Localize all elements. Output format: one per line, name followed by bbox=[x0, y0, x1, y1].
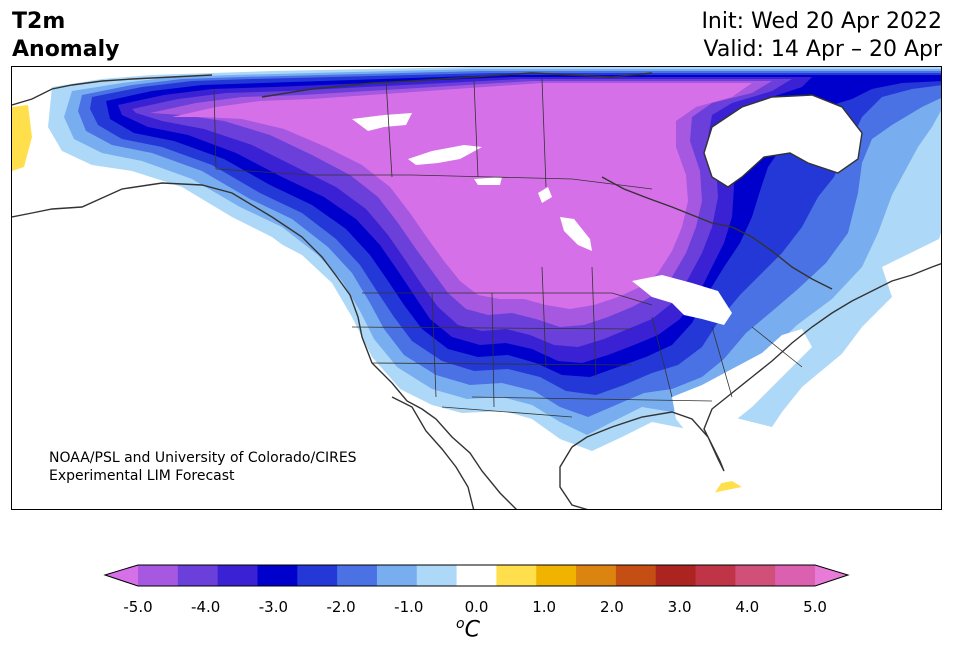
colorbar-extend-high bbox=[815, 565, 848, 586]
pacific-region bbox=[12, 173, 432, 509]
colorbar-tick-label: -3.0 bbox=[258, 598, 289, 616]
colorbar-cells bbox=[105, 565, 848, 586]
forecast-dates: Init: Wed 20 Apr 2022 Valid: 14 Apr – 20… bbox=[701, 8, 942, 64]
colorbar-cell bbox=[297, 565, 338, 586]
gulf-mexico-region bbox=[412, 417, 732, 509]
credit-line2: Experimental LIM Forecast bbox=[49, 468, 235, 484]
hudson-white-patch-2 bbox=[408, 145, 482, 165]
colorbar bbox=[103, 564, 850, 587]
colorbar-unit-label: oC bbox=[456, 616, 480, 642]
political-borders bbox=[213, 78, 803, 418]
map-title-line2: Anomaly bbox=[12, 37, 120, 62]
lake-patch-2 bbox=[538, 187, 552, 203]
colorbar-cell bbox=[337, 565, 378, 586]
valid-range: Valid: 14 Apr – 20 Apr bbox=[703, 37, 943, 62]
colorbar-cell bbox=[177, 565, 219, 586]
lake-patch bbox=[474, 177, 502, 185]
init-date: Init: Wed 20 Apr 2022 bbox=[701, 9, 942, 34]
great-lakes bbox=[632, 275, 732, 325]
colorbar-cell bbox=[655, 565, 697, 586]
hudson-white-patch bbox=[352, 113, 412, 131]
colorbar-tick-label: -4.0 bbox=[191, 598, 221, 616]
colorbar-tick-label: 0.0 bbox=[464, 598, 489, 616]
colorbar-cell bbox=[775, 565, 816, 586]
coastlines bbox=[12, 72, 941, 509]
map-title: T2m Anomaly bbox=[12, 8, 119, 64]
atlantic-region bbox=[732, 237, 941, 509]
anomaly-map-canvas bbox=[12, 67, 941, 509]
colorbar-extend-low bbox=[105, 565, 138, 586]
north-pacific-edge bbox=[12, 67, 52, 97]
colorbar-cell bbox=[217, 565, 258, 586]
colorbar-cell bbox=[615, 565, 657, 586]
colorbar-cell bbox=[138, 565, 179, 586]
colorbar-outline bbox=[103, 564, 850, 587]
colorbar-tick-label: 4.0 bbox=[735, 598, 760, 616]
colorbar-tick-label: -2.0 bbox=[326, 598, 356, 616]
colorbar-cell bbox=[536, 565, 577, 586]
lake-winnipeg bbox=[560, 217, 592, 251]
colorbar-cell bbox=[496, 565, 537, 586]
colorbar-tick-label: 5.0 bbox=[803, 598, 827, 616]
greenland-region bbox=[704, 95, 862, 187]
anomaly-map bbox=[11, 66, 942, 510]
colorbar-cell bbox=[735, 565, 776, 586]
colorbar-tick-label: -1.0 bbox=[394, 598, 424, 616]
map-title-line1: T2m bbox=[12, 9, 66, 34]
colorbar-cell bbox=[456, 565, 497, 586]
colorbar-tick-label: 1.0 bbox=[532, 598, 557, 616]
credit-line1: NOAA/PSL and University of Colorado/CIRE… bbox=[49, 450, 357, 466]
unit-celsius: C bbox=[464, 617, 480, 643]
colorbar-cell bbox=[695, 565, 736, 586]
colorbar-tick-label: 2.0 bbox=[599, 598, 624, 616]
colorbar-cell bbox=[376, 565, 418, 586]
colorbar-cell bbox=[257, 565, 298, 586]
credit-text: NOAA/PSL and University of Colorado/CIRE… bbox=[49, 449, 357, 485]
colorbar-cell bbox=[416, 565, 458, 586]
colorbar-cell bbox=[576, 565, 617, 586]
colorbar-tick-label: -5.0 bbox=[123, 598, 153, 616]
warm-anomaly-west-edge bbox=[12, 105, 32, 171]
colorbar-tick-label: 3.0 bbox=[667, 598, 692, 616]
cold-band-core bbox=[172, 83, 752, 309]
unit-degree-mark: o bbox=[456, 616, 465, 632]
